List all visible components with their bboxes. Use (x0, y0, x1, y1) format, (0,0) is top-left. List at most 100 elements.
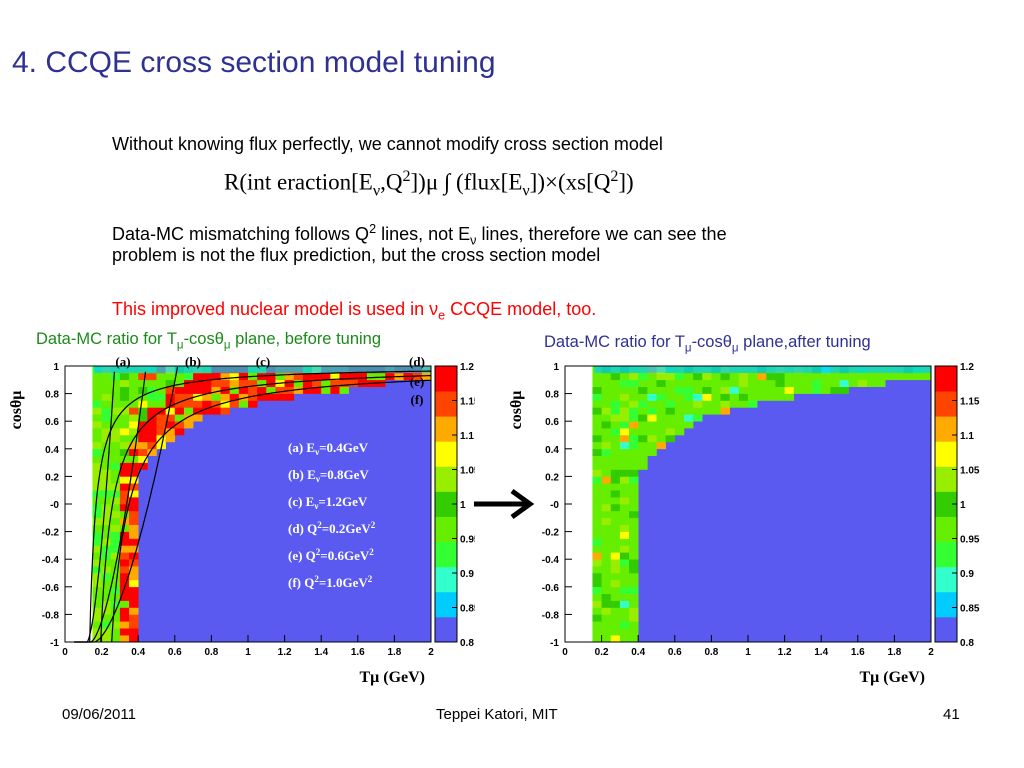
heatmap-cell (348, 372, 359, 381)
heatmap-cell (592, 455, 602, 463)
heatmap-cell (284, 393, 295, 401)
heatmap-cell (110, 372, 121, 381)
heatmap-cell (138, 421, 148, 429)
heatmap-cell (302, 379, 313, 387)
heatmap-cell (266, 386, 276, 394)
heatmap-cell (647, 435, 657, 443)
heatmap-cell (174, 414, 185, 422)
heatmap-cell (619, 593, 630, 601)
heatmap-cell (665, 421, 676, 429)
x-tick-label: 1.4 (314, 647, 328, 658)
heatmap-cell (592, 538, 602, 546)
heatmap-cell (629, 372, 639, 381)
heatmap-cell (619, 628, 630, 636)
heatmap-cell (702, 386, 712, 394)
heatmap-cell (656, 386, 666, 394)
colorbar-segment (935, 416, 957, 442)
z-tick-label: 1.05 (960, 466, 980, 477)
heatmap-cell (92, 524, 102, 532)
y-tick-label: -0.4 (42, 555, 60, 566)
heatmap-cell (238, 393, 249, 401)
heatmap-cell (766, 379, 776, 387)
heatmap-cell (629, 635, 639, 643)
heatmap-cell (711, 400, 721, 408)
heatmap-cell (610, 566, 621, 574)
heatmap-cell (275, 393, 285, 401)
heatmap-cell (592, 476, 602, 484)
heatmap-cell (366, 372, 377, 381)
heatmap-cell (193, 386, 203, 394)
heatmap-cell (101, 428, 112, 436)
x-axis-label: Tμ (GeV) (860, 669, 926, 686)
y-tick-label: -0.4 (542, 555, 560, 566)
z-tick-label: 0.95 (460, 535, 475, 546)
heatmap-cell (729, 372, 740, 381)
heatmap-cell (629, 579, 639, 588)
heatmap-cell (119, 490, 130, 498)
legend-entry: (e) Q2=0.6GeV2 (288, 547, 374, 563)
heatmap-cell (592, 469, 602, 477)
heatmap-cell (601, 573, 612, 581)
heatmap-cell (629, 531, 639, 539)
heatmap-cell (193, 372, 203, 381)
heatmap-cell (766, 372, 776, 381)
heatmap-cell (592, 386, 602, 394)
heatmap-cell (174, 428, 185, 436)
heatmap-cell (738, 372, 749, 381)
heatmap-cell (110, 462, 121, 470)
heatmap-cell (619, 538, 630, 546)
heatmap-cell (812, 386, 822, 394)
y-tick-label: -0.8 (542, 610, 560, 621)
curve-label: (e) (410, 374, 424, 389)
heatmap-cell (92, 469, 102, 477)
heatmap-cell (592, 497, 602, 505)
heatmap-cell (610, 386, 621, 394)
x-tick-label: 0.2 (595, 647, 609, 658)
heatmap-cell (119, 379, 130, 387)
heatmap-cell (656, 407, 666, 415)
legend-entry: (a) Eν=0.4GeV (288, 440, 369, 457)
heatmap-cell (711, 407, 721, 415)
heatmap-cell (92, 566, 102, 574)
heatmap-cell (748, 379, 758, 387)
heatmap-cell (129, 614, 139, 622)
heatmap-cell (802, 386, 813, 394)
y-axis-label: cosθμ (508, 391, 525, 430)
heatmap-cell (138, 414, 148, 422)
heatmap-cell (147, 372, 157, 381)
heatmap-cell (683, 393, 694, 401)
heatmap-cell (129, 476, 139, 484)
heatmap-cell (629, 504, 639, 512)
heatmap-cell (629, 476, 639, 484)
heatmap-cell (592, 441, 602, 450)
heatmap-cell (638, 421, 648, 429)
heatmap-cell (592, 593, 602, 601)
heatmap-cell (129, 545, 139, 553)
heatmap-cell (693, 379, 703, 387)
heatmap-cell (610, 593, 621, 601)
colorbar-segment (935, 466, 957, 492)
heatmap-cell (610, 559, 621, 567)
heatmap-cell (610, 407, 621, 415)
heatmap-cell (92, 635, 102, 643)
heatmap-cell (119, 579, 130, 588)
colorbar-segment (935, 616, 957, 643)
heatmap-cell (693, 400, 703, 408)
heatmap-cell (757, 379, 767, 387)
heatmap-cell (110, 455, 121, 463)
heatmap-cell (665, 386, 676, 394)
heatmap-cell (220, 393, 230, 401)
heatmap-before: 0 0.2 0.4 0.6 0.8 1 1.2 1.4 1.6 1.8 2 1 0.8 0.6 0.4 0.2… (5, 352, 475, 688)
heatmap-cell (129, 490, 139, 498)
y-tick-label: 0.8 (545, 390, 559, 401)
heatmap-cell (238, 400, 249, 408)
heatmap-cell (110, 400, 121, 408)
heatmap-cell (729, 386, 740, 394)
heatmap-cell (165, 386, 176, 394)
heatmap-cell (156, 379, 166, 387)
heatmap-cell (110, 441, 121, 450)
heatmap-cell (119, 421, 130, 429)
heatmap-cell (129, 524, 139, 532)
y-axis-label: cosθμ (8, 391, 25, 430)
heatmap-cell (101, 407, 112, 415)
